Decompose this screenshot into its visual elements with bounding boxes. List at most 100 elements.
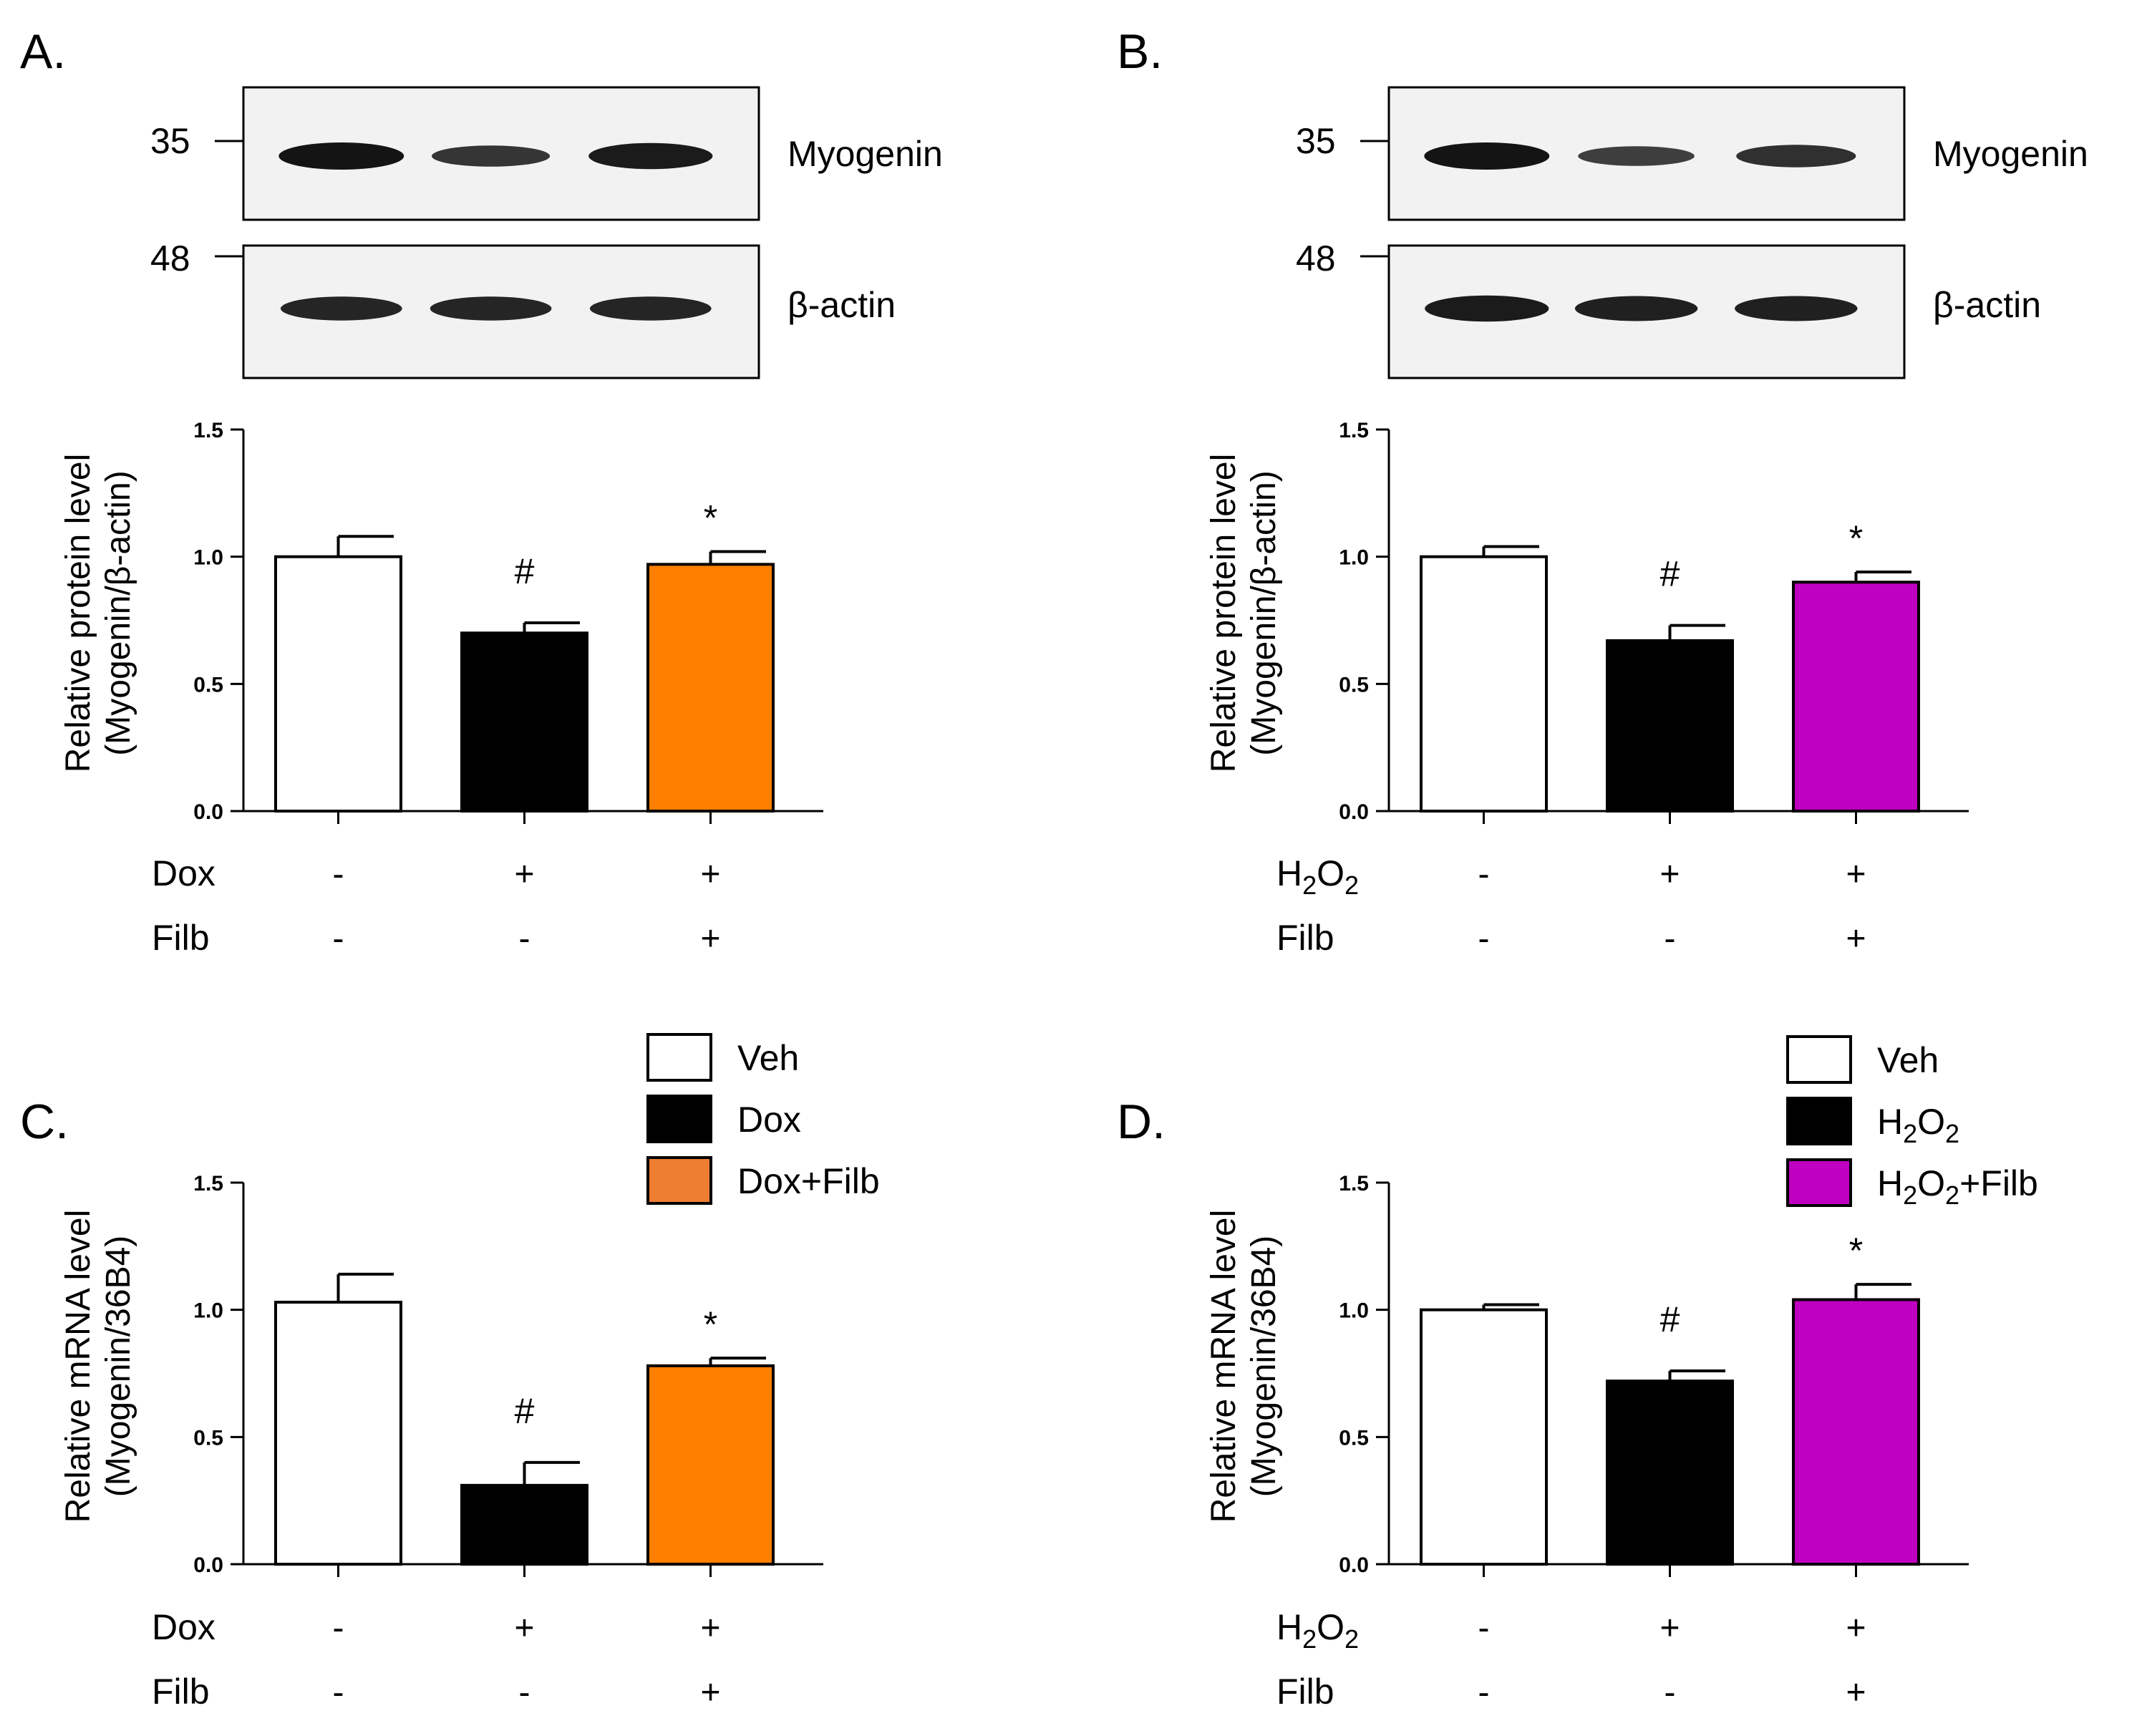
treatment-sign: - <box>1664 920 1676 958</box>
bar <box>274 555 402 813</box>
treatment-sign: - <box>1478 1609 1490 1647</box>
treatment-sign: - <box>333 855 344 893</box>
treatment-name: H2​O2​ <box>1276 1607 1359 1654</box>
legend-swatch <box>1786 1158 1852 1207</box>
marker-label: 48 <box>1296 238 1336 278</box>
y-tick-label: 0.0 <box>1339 800 1369 824</box>
treatment-sign: - <box>333 1609 344 1647</box>
y-axis-title: Relative mRNA level(Myogenin/36B4) <box>59 1210 137 1523</box>
treatment-name: Dox <box>152 853 215 893</box>
western-blot-A: 35 Myogenin 48 β-actin <box>150 86 943 379</box>
significance-marker: * <box>1849 1231 1863 1271</box>
legend-label: H2​O2​ <box>1877 1102 1959 1148</box>
y-tick-label: 1.0 <box>1339 1299 1369 1323</box>
treatment-sign: + <box>1846 920 1866 958</box>
significance-marker: # <box>515 551 535 591</box>
legend-D: Veh H2​O2​ H2​O2​+Filb <box>1786 1035 2038 1210</box>
significance-marker: * <box>704 498 717 538</box>
y-axis-title-line: Relative protein level <box>59 454 97 773</box>
treatment-name: Dox <box>152 1607 215 1647</box>
y-tick-label: 1.5 <box>1339 419 1369 442</box>
treatment-sign: + <box>1659 855 1680 893</box>
blot-band <box>280 296 402 321</box>
blot-band <box>588 142 713 170</box>
bar <box>1606 639 1734 813</box>
treatment-sign: + <box>700 1674 720 1712</box>
blot-band <box>432 145 551 167</box>
legend-label: Veh <box>1877 1040 1939 1080</box>
blot-band <box>1574 296 1698 321</box>
treatment-sign: + <box>700 855 720 893</box>
panel-label-C: C. <box>20 1095 69 1149</box>
bar-chart-D: 0.0 0.5 1.0 1.5 Relative mRNA level(Myogenin… <box>1205 1172 1969 1712</box>
protein-label: β-actin <box>788 285 896 325</box>
marker-label: 35 <box>150 121 190 161</box>
bar <box>646 1364 775 1566</box>
y-axis-title-line: (Myogenin/β-actin) <box>1245 470 1283 755</box>
bar <box>274 1301 402 1566</box>
treatment-sign: + <box>1846 855 1866 893</box>
y-tick-label: 1.5 <box>193 419 223 442</box>
y-tick-label: 0.5 <box>1339 673 1369 697</box>
panel-label-D: D. <box>1117 1095 1166 1149</box>
blot-band <box>1736 145 1856 168</box>
bar <box>460 1483 588 1566</box>
legend-swatch <box>1786 1035 1852 1084</box>
legend-label: Veh <box>737 1038 799 1078</box>
blot-band <box>278 142 404 170</box>
y-tick-label: 1.5 <box>193 1172 223 1196</box>
treatment-name: Filb <box>152 918 210 958</box>
bar <box>1420 555 1548 813</box>
bar <box>1792 1298 1920 1566</box>
legend-swatch <box>646 1156 712 1205</box>
treatment-sign: - <box>1478 920 1490 958</box>
treatment-sign: - <box>1478 855 1490 893</box>
y-tick-label: 0.5 <box>193 673 223 697</box>
legend-C: Veh Dox Dox+Filb <box>646 1033 880 1205</box>
treatment-sign: + <box>514 1609 534 1647</box>
y-axis-title-line: Relative protein level <box>1205 454 1243 773</box>
legend-swatch <box>646 1033 712 1082</box>
y-axis-title: Relative protein level(Myogenin/β-actin) <box>59 454 137 773</box>
y-axis-title-line: (Myogenin/β-actin) <box>100 470 137 755</box>
y-axis-title: Relative mRNA level(Myogenin/36B4) <box>1205 1210 1283 1523</box>
y-tick-label: 1.0 <box>193 1299 223 1323</box>
treatment-sign: - <box>519 920 530 958</box>
treatment-sign: - <box>333 920 344 958</box>
y-tick-label: 0.5 <box>193 1426 223 1450</box>
y-tick-label: 1.5 <box>1339 1172 1369 1196</box>
treatment-sign: + <box>1846 1674 1866 1712</box>
bar-chart-A: 0.0 0.5 1.0 1.5 Relative protein level(Myoge… <box>59 419 823 958</box>
legend-swatch <box>646 1095 712 1143</box>
bar <box>646 563 775 813</box>
protein-label: Myogenin <box>788 134 943 174</box>
y-axis-title-line: (Myogenin/36B4) <box>100 1236 137 1498</box>
significance-marker: * <box>1849 518 1863 558</box>
blot-band <box>430 296 552 321</box>
y-axis-title-line: Relative mRNA level <box>59 1210 97 1523</box>
legend-label: Dox+Filb <box>737 1161 880 1201</box>
legend-label: Dox <box>737 1100 801 1140</box>
blot-band <box>1424 142 1550 170</box>
treatment-name: Filb <box>1276 1672 1334 1712</box>
blot-band <box>1735 296 1858 321</box>
treatment-sign: - <box>1664 1674 1676 1712</box>
bar <box>460 631 588 813</box>
legend-label: H2​O2​+Filb <box>1877 1163 2038 1210</box>
treatment-sign: - <box>333 1674 344 1712</box>
treatment-name: H2​O2​ <box>1276 853 1359 900</box>
y-tick-label: 0.5 <box>1339 1426 1369 1450</box>
y-tick-label: 1.0 <box>193 546 223 570</box>
bar-chart-C: 0.0 0.5 1.0 1.5 Relative mRNA level(Myogenin… <box>59 1172 823 1712</box>
y-axis-title: Relative protein level(Myogenin/β-actin) <box>1205 454 1283 773</box>
legend-swatch <box>1786 1097 1852 1145</box>
blot-band <box>589 296 712 321</box>
y-tick-label: 1.0 <box>1339 546 1369 570</box>
treatment-sign: + <box>1846 1609 1866 1647</box>
treatment-sign: - <box>519 1674 530 1712</box>
y-axis-title-line: (Myogenin/36B4) <box>1245 1236 1283 1498</box>
significance-marker: # <box>1660 554 1680 594</box>
treatment-sign: + <box>514 855 534 893</box>
panel-label-A: A. <box>20 24 66 79</box>
